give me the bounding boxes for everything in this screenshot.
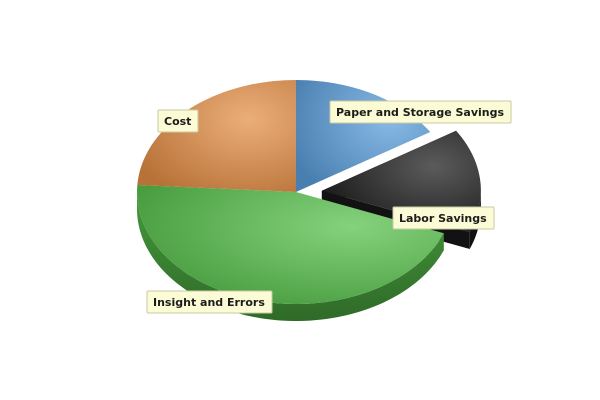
slice-insight-and-errors[interactable] bbox=[137, 184, 444, 304]
label-text: Insight and Errors bbox=[153, 296, 265, 309]
label-box bbox=[392, 206, 495, 230]
label-box bbox=[157, 109, 199, 133]
label-box bbox=[146, 290, 273, 314]
slice-labels: Paper and Storage Savings Labor Savings In… bbox=[146, 100, 512, 314]
label-text: Labor Savings bbox=[399, 212, 487, 225]
label-labor-savings: Labor Savings bbox=[392, 206, 495, 230]
label-insight-and-errors: Insight and Errors bbox=[146, 290, 273, 314]
slice-side-insight-and-errors bbox=[137, 192, 444, 321]
label-cost: Cost bbox=[157, 109, 199, 133]
label-box bbox=[329, 100, 512, 124]
label-paper-and-storage-savings: Paper and Storage Savings bbox=[329, 100, 512, 124]
slice-side-labor-savings bbox=[469, 190, 481, 250]
label-text: Cost bbox=[164, 115, 191, 128]
slice-cost[interactable] bbox=[137, 80, 296, 192]
label-text: Paper and Storage Savings bbox=[336, 106, 504, 119]
